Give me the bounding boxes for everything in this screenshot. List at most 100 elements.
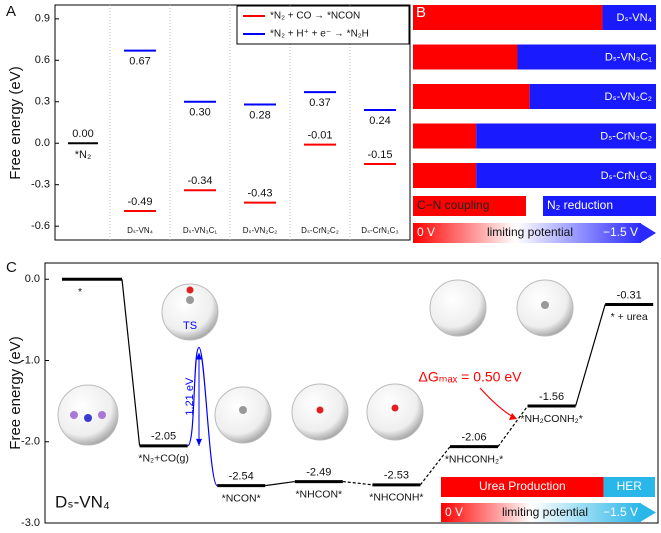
potential-scale [441,503,641,522]
arrow-head [196,438,202,446]
potential-arrow [640,223,656,243]
bar-segment [413,163,477,188]
bubble [161,283,219,341]
atom [541,301,549,309]
bar-segment [603,477,655,497]
bar-label: Dₛ-CrN₂C₂ [600,130,652,142]
axes-frame-a [54,4,411,241]
atom [84,414,92,422]
scale-label: limiting potential [502,505,588,519]
y-axis-label: Free energy (eV) [7,66,24,179]
state-label: *NHCON* [295,488,342,500]
value-label: 0.00 [72,128,93,140]
state-label: *N₂+CO(g) [138,453,188,465]
scale-end: −1.5 V [603,225,638,239]
x-tick-label: Dₛ-VN₃C₁ [183,226,218,235]
value-label: 0.37 [309,97,330,109]
x-tick-label: Dₛ-CrN₂C₂ [301,226,339,235]
value-label: -2.06 [461,432,486,444]
value-label: -0.31 [617,289,642,301]
arrow-head [509,413,517,420]
ts-label: TS [183,320,197,332]
state-label: * [78,286,82,298]
y-tick-label: 0.3 [35,96,50,108]
bar-segment [413,5,603,30]
panel-label: A [6,3,16,20]
value-label: -2.49 [306,466,331,478]
y-axis-label: Free energy (eV) [7,336,24,449]
value-label: -0.01 [307,130,332,142]
catalyst-label: Dₛ-VN₄ [55,492,110,511]
barrier-label: 1.21 eV [184,377,196,416]
value-label: 0.30 [189,107,210,119]
state-label: *NHCONH₂* [445,453,503,465]
value-label: -1.56 [539,391,564,403]
bar-label: Dₛ-CrN₁C₃ [601,170,652,182]
bubble [429,279,487,337]
legend-label: *N₂ + H⁺ + e⁻ → *N₂H [270,29,369,40]
value-label: -0.15 [367,149,392,161]
bar-segment [476,163,656,188]
bar-label: Dₛ-VN₃C₁ [605,51,652,63]
bubble [366,383,424,441]
value-label: 0.67 [129,56,150,68]
panel-label: C [6,259,17,276]
state-label: *NH₂CONH₂* [520,413,582,425]
bar-segment [529,84,656,109]
potential-arrow [640,503,656,522]
legend-label: *N₂ + CO → *NCON [270,11,360,22]
atom [70,411,78,419]
legend-label: N₂ reduction [547,198,613,212]
y-tick-label: -1.0 [21,354,40,366]
y-tick-label: 0.9 [35,13,50,25]
bar-segment [517,44,656,70]
atom [391,404,399,412]
bar-label: Dₛ-VN₄ [617,12,653,24]
bar-label: Urea Production [479,479,566,493]
x-tick-label: Dₛ-VN₄ [127,226,153,235]
scale-start: 0 V [417,225,435,239]
bar-segment [476,123,656,149]
value-label: 0.24 [369,115,390,127]
panel-label: B [416,4,426,21]
connector [419,446,451,486]
connector [497,405,529,447]
atom [98,411,106,419]
bar-segment [413,123,477,149]
connector [265,480,295,487]
value-label: -2.53 [384,470,409,482]
y-tick-label: 0.0 [25,273,40,285]
y-tick-label: -0.6 [31,220,50,232]
connector [121,279,141,446]
value-label: 0.28 [249,109,270,121]
atom [186,286,194,294]
arrow-head [196,352,202,360]
state-label: * + urea [611,311,648,323]
scale-end: −1.5 V [603,505,638,519]
atom [239,406,247,414]
y-tick-label: -2.0 [21,436,40,448]
legend-swatch [413,196,526,216]
value-label: -2.54 [229,471,254,483]
atom [316,406,324,414]
state-label: *NCON* [222,492,261,504]
y-tick-label: -0.3 [31,179,50,191]
scale-start: 0 V [445,505,463,519]
bar-label: HER [617,479,643,493]
legend-swatch [543,196,656,216]
state-label: *NHCONH* [369,492,423,504]
bar-segment [413,84,530,109]
transition-state-curve [187,346,218,487]
legend-box [236,5,410,45]
y-tick-label: 0.0 [35,137,50,149]
initial-label: *N₂ [75,149,92,161]
axes-frame-c [44,262,659,524]
annotation: ΔGₘₐₓ = 0.50 eV [419,369,523,385]
y-tick-label: -3.0 [21,517,40,529]
bar-segment [441,477,604,497]
bubble [214,386,272,444]
bar-segment [413,44,518,70]
